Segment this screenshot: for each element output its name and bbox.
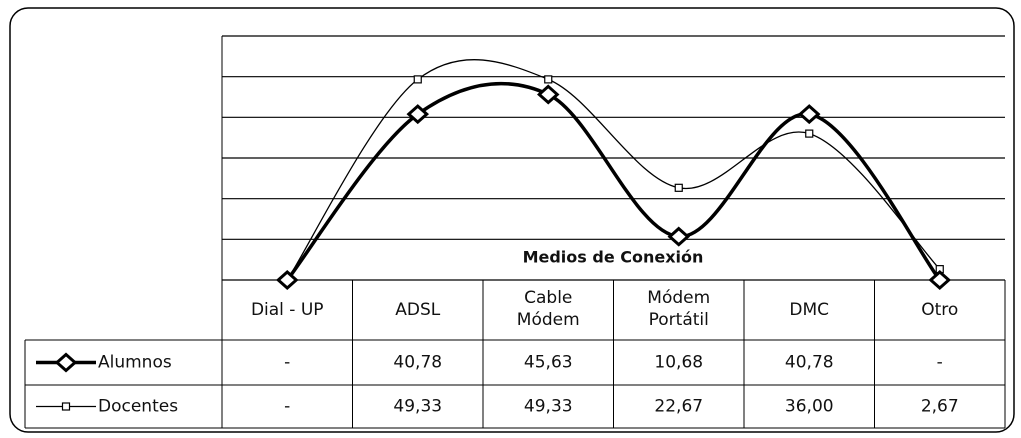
category-label: ADSL bbox=[395, 300, 441, 320]
table-value: - bbox=[284, 397, 290, 417]
table-value: - bbox=[284, 353, 290, 373]
table-value: 22,67 bbox=[654, 397, 703, 417]
table-value: 10,68 bbox=[654, 353, 703, 373]
category-label: Módem Portátil bbox=[647, 288, 710, 330]
table-value: - bbox=[937, 353, 943, 373]
category-label: Dial - UP bbox=[251, 300, 324, 320]
square-marker bbox=[544, 75, 553, 84]
category-label: Otro bbox=[921, 300, 958, 320]
diamond-marker bbox=[536, 84, 560, 105]
table-value: 36,00 bbox=[785, 397, 834, 417]
table-value: 49,33 bbox=[524, 397, 573, 417]
category-label-line: Módem bbox=[647, 288, 710, 308]
table-value: 45,63 bbox=[524, 353, 573, 373]
square-marker bbox=[805, 129, 814, 138]
diamond-marker bbox=[667, 226, 691, 247]
legend-label: Docentes bbox=[98, 397, 178, 417]
table-value: 2,67 bbox=[921, 397, 959, 417]
category-label: DMC bbox=[789, 300, 829, 320]
chart-frame bbox=[9, 7, 1015, 433]
diamond-marker bbox=[54, 352, 78, 373]
category-label-line: Módem bbox=[517, 310, 580, 330]
square-marker bbox=[674, 183, 683, 192]
diamond-marker bbox=[275, 269, 299, 291]
series-line bbox=[285, 81, 942, 282]
square-marker bbox=[61, 402, 71, 411]
diamond-marker bbox=[928, 269, 952, 291]
diamond-marker bbox=[797, 104, 821, 125]
table-value: 49,33 bbox=[393, 397, 442, 417]
category-label-line: Portátil bbox=[649, 310, 709, 330]
x-axis-title: Medios de Conexión bbox=[523, 248, 704, 267]
legend-label: Alumnos bbox=[98, 353, 172, 373]
category-label-line: Cable bbox=[524, 288, 572, 308]
diamond-marker bbox=[406, 104, 430, 125]
table-value: 40,78 bbox=[785, 353, 834, 373]
square-marker bbox=[413, 75, 422, 84]
category-label: Cable Módem bbox=[517, 288, 580, 330]
table-value: 40,78 bbox=[393, 353, 442, 373]
series-line bbox=[286, 59, 941, 281]
